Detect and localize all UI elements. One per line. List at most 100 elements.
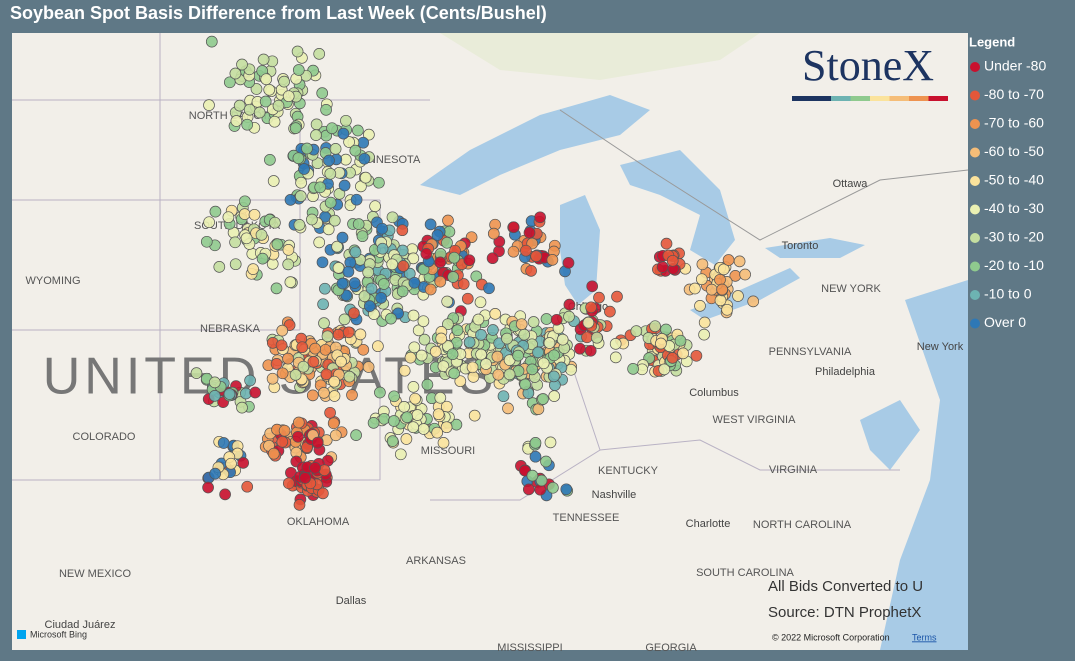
legend-swatch <box>970 62 980 72</box>
bid-point <box>447 271 459 283</box>
bid-point <box>431 426 444 439</box>
bid-point <box>386 211 399 224</box>
place-label: MISSISSIPPI <box>497 642 562 654</box>
legend-swatch <box>970 119 980 129</box>
legend-label: -70 to -60 <box>984 115 1044 131</box>
bid-point <box>289 122 302 134</box>
bid-point <box>284 276 297 288</box>
logo-bar <box>792 96 948 101</box>
bid-point <box>369 200 381 213</box>
bid-point <box>443 225 456 238</box>
logo-bar-segment <box>889 96 909 101</box>
bid-point <box>435 332 448 345</box>
bid-point <box>375 292 387 304</box>
bid-point <box>563 310 575 323</box>
bid-point <box>448 367 460 380</box>
bid-point <box>437 360 450 373</box>
bid-point <box>630 325 643 337</box>
bid-point <box>537 393 549 405</box>
bid-point <box>238 208 251 220</box>
bid-point <box>208 376 221 389</box>
bid-point <box>396 285 409 298</box>
bid-point <box>203 216 215 229</box>
bid-point <box>259 95 272 108</box>
bid-point <box>666 254 679 267</box>
bid-point <box>582 316 595 329</box>
bid-point <box>239 195 251 208</box>
bid-point <box>316 87 329 99</box>
logo-bar-segment <box>909 96 929 101</box>
bid-point <box>229 67 242 80</box>
bid-point <box>363 300 376 312</box>
bid-point <box>432 408 445 421</box>
bid-point <box>523 226 536 239</box>
legend-swatch <box>970 261 980 272</box>
bid-point <box>335 355 347 368</box>
bid-point <box>362 266 375 279</box>
bid-point <box>230 115 243 127</box>
bid-point <box>431 229 444 241</box>
note: All Bids Converted to U <box>768 578 923 595</box>
bid-point <box>512 349 524 362</box>
bid-point <box>649 320 661 333</box>
bid-point <box>463 336 476 349</box>
bid-point <box>338 313 351 326</box>
logo-bar-segment <box>792 96 812 101</box>
bid-point <box>306 389 319 402</box>
bid-point <box>532 346 544 359</box>
bid-point <box>236 58 248 71</box>
bid-point <box>289 369 302 381</box>
bid-point <box>501 332 513 345</box>
bid-point <box>313 236 326 249</box>
bid-point <box>714 273 726 286</box>
bid-point <box>527 316 540 328</box>
bid-point <box>297 360 310 373</box>
bid-point <box>418 333 431 346</box>
bid-point <box>487 324 499 336</box>
bid-point <box>348 277 361 289</box>
legend-swatch <box>970 290 980 300</box>
bid-point <box>411 409 424 421</box>
bid-point <box>336 231 349 244</box>
bid-point <box>732 290 744 302</box>
bid-point <box>434 256 447 269</box>
bid-point <box>403 267 416 280</box>
bid-point <box>267 447 280 460</box>
bid-point <box>677 347 689 360</box>
bid-point <box>363 128 375 141</box>
bid-point <box>466 361 479 374</box>
bid-point <box>535 474 548 487</box>
bid-point <box>563 298 576 311</box>
bid-point <box>257 53 270 66</box>
bid-point <box>698 316 711 329</box>
bid-point <box>320 368 333 381</box>
bid-point <box>276 435 289 448</box>
bid-point <box>461 292 474 305</box>
bid-point <box>609 351 622 364</box>
terms-link[interactable]: Terms <box>912 632 937 642</box>
bid-point <box>310 129 322 141</box>
bid-point <box>407 381 420 393</box>
bid-point <box>733 255 746 268</box>
bid-point <box>457 278 470 290</box>
bid-point <box>359 171 372 184</box>
bid-point <box>332 328 345 341</box>
bid-point <box>378 278 390 290</box>
bid-point <box>309 461 321 474</box>
place-label: GEORGIA <box>645 642 697 654</box>
legend-swatch <box>970 318 980 329</box>
bid-point <box>327 417 340 430</box>
bid-point <box>272 99 285 112</box>
bid-point <box>388 415 400 427</box>
bid-point <box>714 294 727 307</box>
bid-point <box>278 75 290 88</box>
bid-point <box>386 258 399 271</box>
bid-point <box>376 222 388 235</box>
bid-point <box>293 219 306 231</box>
bid-point <box>266 372 279 385</box>
legend-swatch <box>970 176 980 186</box>
legend-swatch <box>970 147 980 158</box>
bid-point <box>448 251 461 264</box>
legend-label: -10 to 0 <box>984 286 1032 302</box>
note: Source: DTN ProphetX <box>768 604 921 621</box>
